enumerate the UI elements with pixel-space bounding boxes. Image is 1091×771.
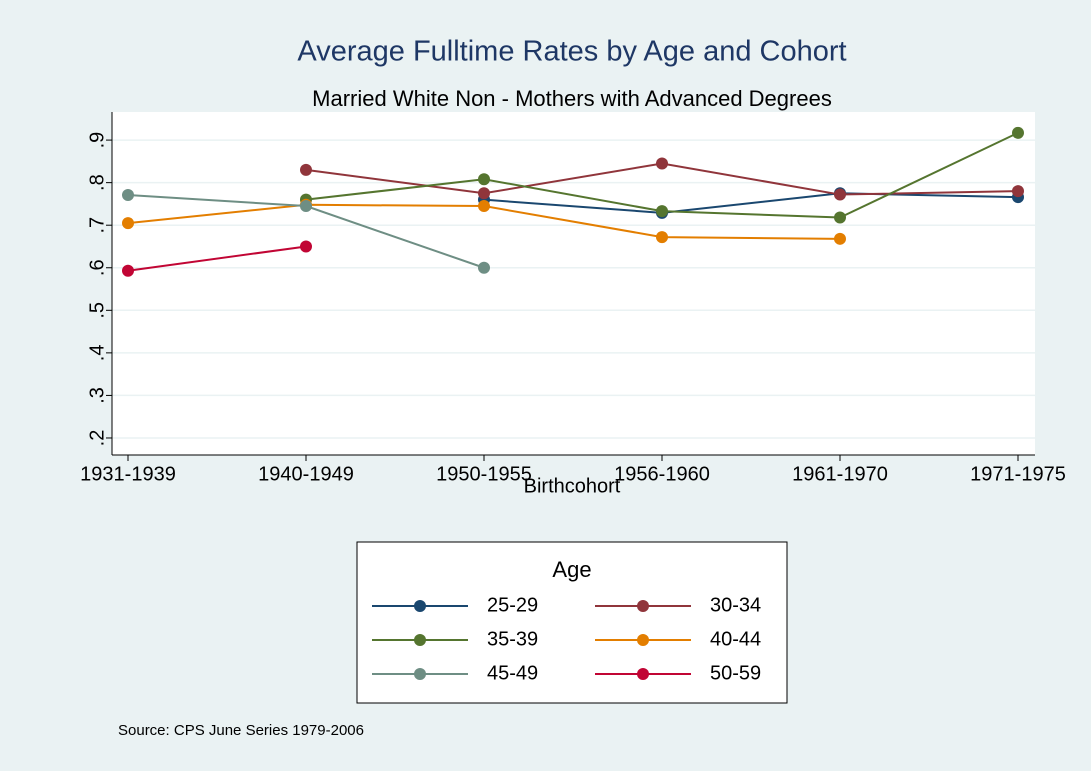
x-axis-label: Birthcohort: [524, 475, 621, 497]
x-tick-label: 1940-1949: [258, 463, 354, 485]
legend-marker: [414, 600, 426, 612]
legend-label: 35-39: [487, 628, 538, 650]
legend-marker: [414, 634, 426, 646]
point: [478, 200, 490, 213]
x-tick-label: 1931-1939: [80, 463, 176, 485]
point: [122, 188, 134, 201]
point: [834, 211, 846, 224]
point: [478, 187, 490, 200]
point: [300, 240, 312, 253]
legend-title: Age: [552, 557, 591, 582]
x-tick-label: 1961-1970: [792, 463, 888, 485]
plot-area: [112, 112, 1035, 455]
legend-label: 40-44: [710, 628, 761, 650]
series-line: [483, 192, 1019, 214]
chart-title: Average Fulltime Rates by Age and Cohort: [297, 36, 846, 68]
source-note: Source: CPS June Series 1979-2006: [118, 722, 364, 739]
point: [300, 163, 312, 176]
legend-label: 50-59: [710, 662, 761, 684]
point: [834, 188, 846, 201]
x-tick-label: 1971-1975: [970, 463, 1066, 485]
y-tick-label: .7: [86, 217, 108, 234]
y-tick-label: .9: [86, 132, 108, 149]
x-tick-label: 1950-1955: [436, 463, 532, 485]
point: [656, 157, 668, 170]
y-tick-label: .3: [86, 387, 108, 404]
point: [834, 232, 846, 245]
y-tick-label: .5: [86, 302, 108, 319]
y-tick-label: .6: [86, 259, 108, 276]
point: [1012, 185, 1024, 198]
point: [122, 264, 134, 277]
point: [656, 205, 668, 218]
point: [1012, 126, 1024, 139]
legend-marker: [414, 668, 426, 680]
chart-subtitle: Married White Non - Mothers with Advance…: [312, 86, 832, 111]
y-tick-label: .2: [86, 430, 108, 447]
legend-label: 30-34: [710, 594, 761, 616]
point: [300, 200, 312, 213]
legend-marker: [637, 634, 649, 646]
point: [478, 173, 490, 186]
point: [478, 261, 490, 274]
legend-label: 25-29: [487, 594, 538, 616]
legend-box: [356, 541, 788, 704]
x-tick-label: 1956-1960: [614, 463, 710, 485]
point: [122, 217, 134, 230]
point: [656, 231, 668, 244]
series-line: [127, 245, 307, 272]
y-tick-label: .4: [86, 345, 108, 362]
legend-marker: [637, 668, 649, 680]
y-tick-label: .8: [86, 174, 108, 191]
legend-marker: [637, 600, 649, 612]
legend-label: 45-49: [487, 662, 538, 684]
